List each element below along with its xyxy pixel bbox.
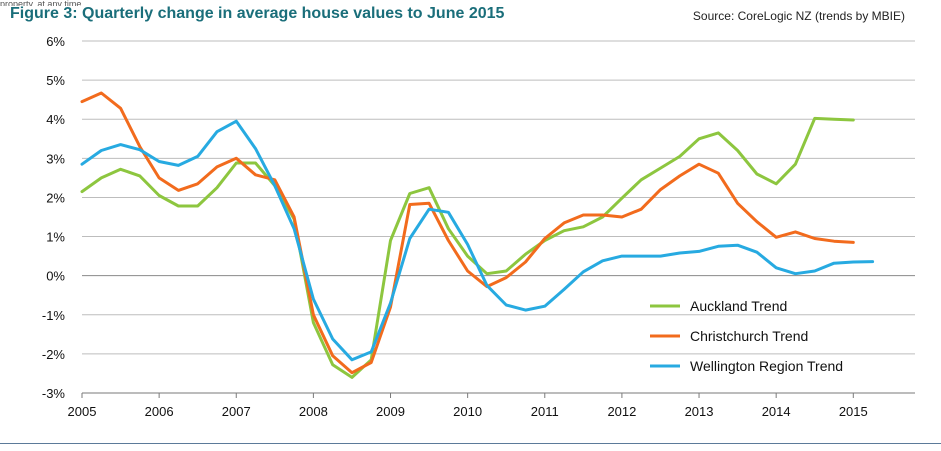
x-tick-label: 2007 xyxy=(222,404,251,419)
y-tick-label: 4% xyxy=(46,112,65,127)
y-tick-label: 5% xyxy=(46,73,65,88)
y-tick-label: -3% xyxy=(42,386,66,401)
y-tick-label: 3% xyxy=(46,151,65,166)
bottom-divider xyxy=(0,443,941,444)
y-tick-label: -2% xyxy=(42,347,66,362)
clipped-previous-text: property, at any time. xyxy=(0,0,84,6)
y-tick-label: 1% xyxy=(46,230,65,245)
x-tick-label: 2012 xyxy=(607,404,636,419)
y-tick-label: 6% xyxy=(46,34,65,49)
y-tick-label: -1% xyxy=(42,308,66,323)
series-line-auckland-trend xyxy=(80,116,855,379)
x-tick-label: 2015 xyxy=(839,404,868,419)
legend-entry-christchurch-trend: Christchurch Trend xyxy=(690,328,808,344)
x-axis: 2005 2006 2007 2008 2009 2010 2011 2012 2013 2014… xyxy=(68,392,915,419)
series-line-christchurch-trend xyxy=(80,91,855,375)
figure-title: Figure 3: Quarterly change in average ho… xyxy=(10,5,505,22)
x-tick-label: 2014 xyxy=(762,404,791,419)
x-tick-label: 2011 xyxy=(531,404,559,419)
y-axis-tick-labels: 6% 5% 4% 3% 2% 1% 0% -1% -2% -3% xyxy=(42,34,66,401)
x-tick-label: 2013 xyxy=(685,404,714,419)
y-tick-label: 2% xyxy=(46,190,65,205)
legend-entry-auckland-trend: Auckland Trend xyxy=(690,298,787,314)
x-tick-label: 2008 xyxy=(299,404,328,419)
x-tick-label: 2006 xyxy=(145,404,174,419)
legend-entry-wellington-region-trend: Wellington Region Trend xyxy=(690,358,843,374)
x-tick-label: 2009 xyxy=(376,404,405,419)
y-tick-label: 0% xyxy=(46,269,65,284)
series-line-wellington-region-trend xyxy=(80,119,875,362)
figure-source: Source: CoreLogic NZ (trends by MBIE) xyxy=(692,9,905,23)
x-tick-label: 2010 xyxy=(453,404,482,419)
legend: Auckland Trend Christchurch Trend Wellingt… xyxy=(650,298,843,374)
series-lines xyxy=(80,91,875,379)
x-tick-label: 2005 xyxy=(68,404,97,419)
